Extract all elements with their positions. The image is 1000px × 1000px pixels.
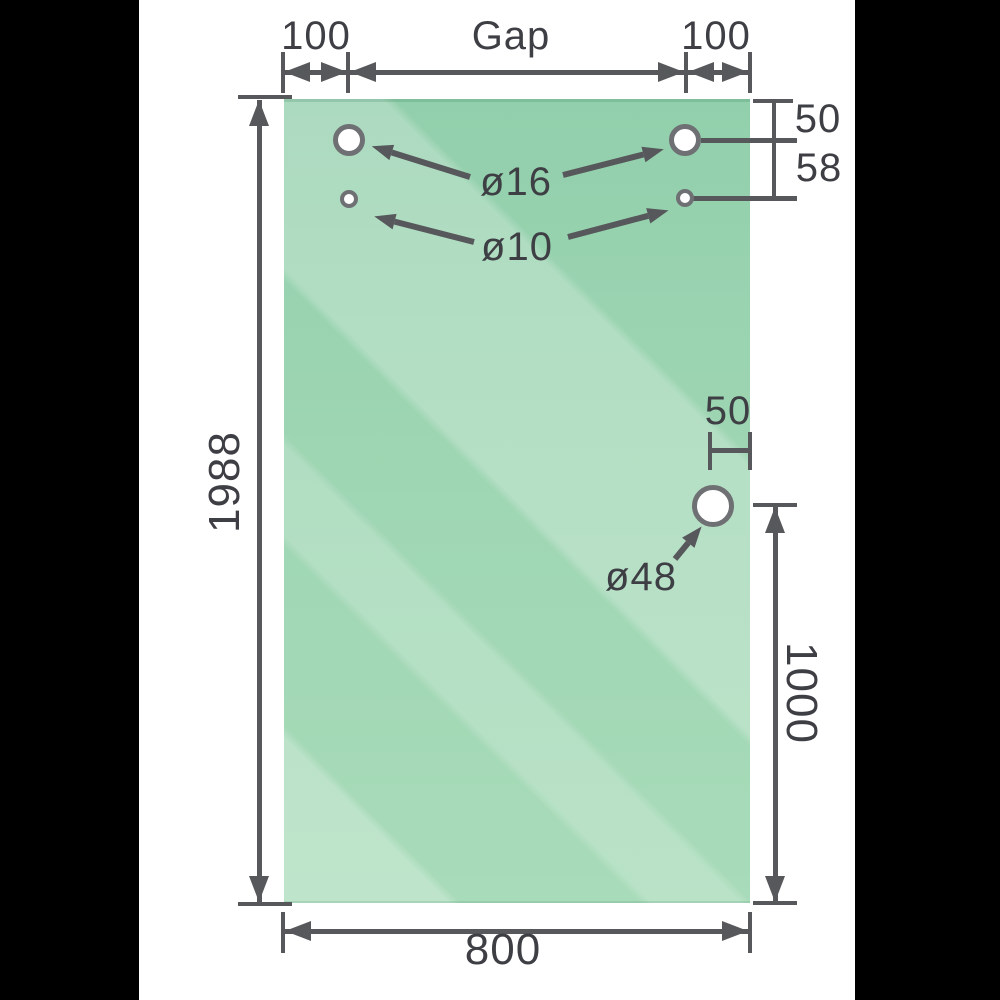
handle-bottom-tick-bottom [753,901,797,905]
label-small-hole-diameter: ø10 [481,225,553,269]
top-tick-right-edge [748,52,752,93]
arrowhead-icon [688,62,714,82]
label-top-left-offset: 100 [281,14,351,58]
arrowhead-icon [765,876,785,902]
arrowhead-icon [249,100,269,126]
glass-panel [284,99,750,903]
arrowhead-icon [249,876,269,902]
hole-48 [692,485,734,527]
arrowhead-icon [722,921,748,941]
handle-offset-line [710,448,750,453]
label-hole-spacing: 58 [795,146,843,190]
arrowhead-icon [285,921,311,941]
label-handle-hole-diameter: ø48 [605,555,677,599]
letterbox-right [855,0,1000,1000]
arrowhead-icon [765,507,785,533]
width-dimension-line [283,929,750,934]
arrowhead-icon [284,62,310,82]
handle-bottom-tick-top [753,503,797,507]
arrowhead-icon [350,62,376,82]
arrowhead-icon [722,62,748,82]
height-tick-bottom [238,902,292,906]
label-handle-edge-offset: 50 [704,389,752,433]
hole-16-right [669,124,701,156]
arrowhead-icon [321,62,347,82]
label-panel-width: 800 [464,925,542,974]
bracket-vertical-line [772,99,776,200]
arrowhead-icon [658,62,684,82]
hole-10-right [676,189,694,207]
handle-offset-tick-right [748,432,752,470]
label-gap: Gap [471,14,551,58]
width-tick-right [748,912,752,953]
height-dimension-line [257,100,262,902]
label-panel-height: 1988 [200,431,249,533]
handle-bottom-dimension-line [773,507,778,902]
top-dimension-line [283,70,750,75]
label-handle-bottom-distance: 1000 [777,642,826,744]
label-top-right-offset: 100 [681,14,751,58]
label-large-hole-diameter: ø16 [480,160,552,204]
bracket-line-hole10 [693,196,797,201]
hole-16-left [333,124,365,156]
letterbox-left [0,0,139,1000]
height-tick-top [238,95,292,99]
bracket-line-hole16 [701,138,797,143]
hole-10-left [340,190,358,208]
label-hole-top-offset: 50 [794,97,842,141]
